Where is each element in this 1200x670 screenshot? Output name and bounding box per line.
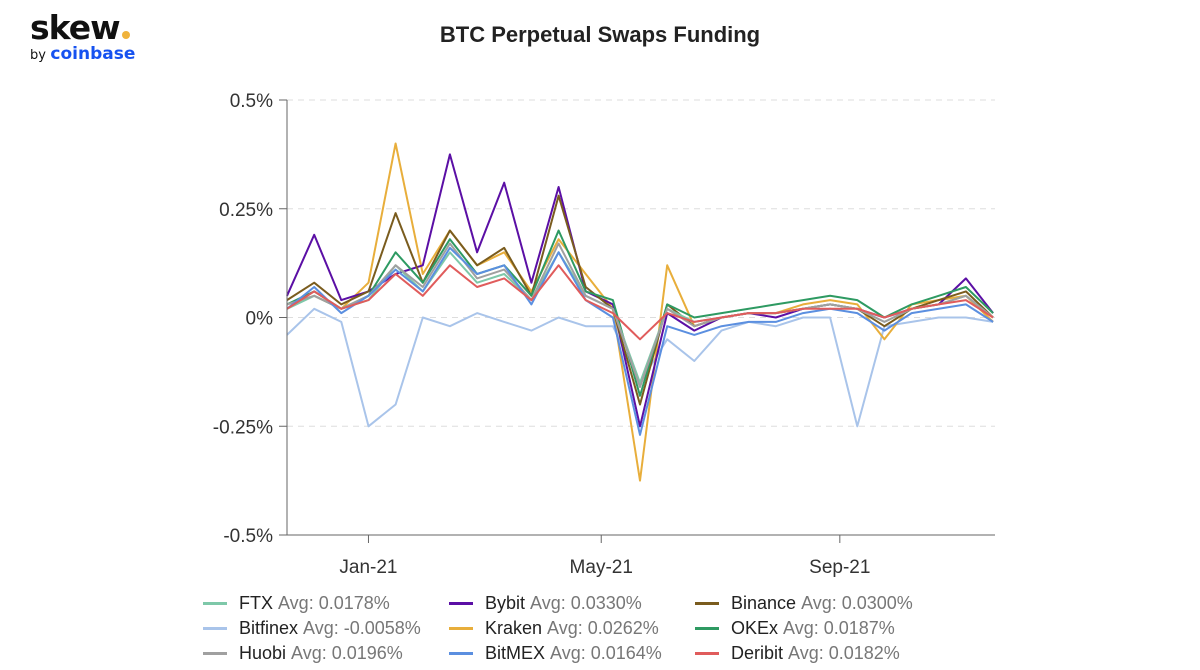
x-tick-label: Jan-21	[339, 557, 397, 578]
legend-swatch	[695, 602, 719, 605]
y-tick-label: 0.25%	[219, 200, 273, 221]
legend-avg: Avg: 0.0262%	[547, 618, 659, 638]
y-tick-label: 0.5%	[230, 91, 273, 112]
legend-item-huobi[interactable]: Huobi Avg: 0.0196%	[203, 642, 449, 665]
legend-name: Binance	[731, 593, 797, 613]
logo-text: skew	[30, 8, 121, 47]
legend-avg: Avg: -0.0058%	[303, 618, 421, 638]
series-line-bitmex	[286, 246, 994, 436]
legend-item-okex[interactable]: OKEx Avg: 0.0187%	[695, 617, 955, 640]
legend-swatch	[203, 627, 227, 630]
legend-avg: Avg: 0.0300%	[801, 593, 913, 613]
logo-brand: coinbase	[50, 44, 136, 64]
legend-swatch	[695, 627, 719, 630]
series-line-okex	[286, 229, 994, 397]
chart-title: BTC Perpetual Swaps Funding	[439, 22, 761, 47]
legend-name: OKEx	[731, 618, 779, 638]
logo-by: by	[30, 48, 46, 63]
legend-item-bitmex[interactable]: BitMEX Avg: 0.0164%	[449, 642, 695, 665]
legend: FTX Avg: 0.0178% Bybit Avg: 0.0330% Binance A…	[203, 592, 955, 665]
y-tick-label: -0.25%	[213, 417, 273, 438]
legend-avg: Avg: 0.0178%	[278, 593, 390, 613]
legend-swatch	[449, 627, 473, 630]
legend-item-binance[interactable]: Binance Avg: 0.0300%	[695, 592, 955, 615]
legend-name: BitMEX	[485, 643, 546, 663]
legend-name: Bybit	[485, 593, 526, 613]
y-tick-label: 0%	[246, 309, 274, 330]
x-tick-label: Sep-21	[809, 557, 870, 578]
legend-avg: Avg: 0.0187%	[783, 618, 895, 638]
logo-dot	[121, 31, 130, 39]
legend-avg: Avg: 0.0182%	[788, 643, 900, 663]
x-tick-label: May-21	[570, 557, 633, 578]
legend-item-bitfinex[interactable]: Bitfinex Avg: -0.0058%	[203, 617, 449, 640]
legend-name: Deribit	[731, 643, 784, 663]
legend-swatch	[203, 652, 227, 655]
legend-swatch	[449, 602, 473, 605]
legend-item-ftx[interactable]: FTX Avg: 0.0178%	[203, 592, 449, 615]
series-line-deribit	[286, 264, 994, 341]
legend-avg: Avg: 0.0196%	[291, 643, 403, 663]
legend-swatch	[449, 652, 473, 655]
legend-avg: Avg: 0.0330%	[530, 593, 642, 613]
legend-name: FTX	[239, 593, 273, 613]
y-tick-label: -0.5%	[223, 526, 273, 547]
series-line-kraken	[286, 142, 994, 482]
legend-item-bybit[interactable]: Bybit Avg: 0.0330%	[449, 592, 695, 615]
series-line-bitfinex	[286, 307, 994, 428]
legend-item-kraken[interactable]: Kraken Avg: 0.0262%	[449, 617, 695, 640]
series-line-huobi	[286, 242, 994, 389]
legend-name: Huobi	[239, 643, 287, 663]
legend-item-deribit[interactable]: Deribit Avg: 0.0182%	[695, 642, 955, 665]
legend-avg: Avg: 0.0164%	[550, 643, 662, 663]
legend-swatch	[695, 652, 719, 655]
legend-name: Kraken	[485, 618, 543, 638]
legend-swatch	[203, 602, 227, 605]
skew-logo: skew by coinbase	[30, 8, 136, 65]
series-line-binance	[286, 194, 994, 406]
legend-name: Bitfinex	[239, 618, 299, 638]
